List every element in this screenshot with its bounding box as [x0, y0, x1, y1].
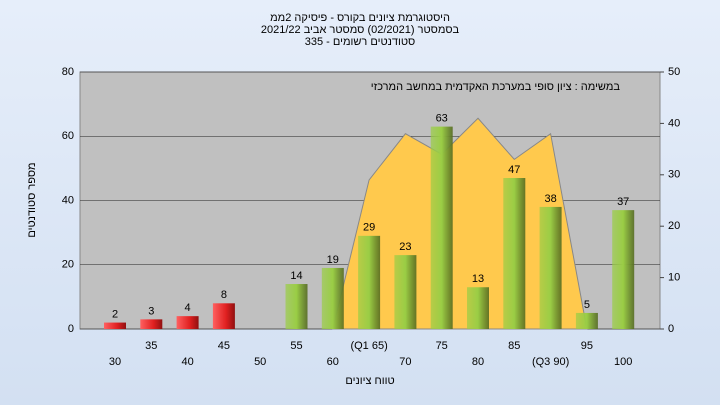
- y2-tick-label: 40: [668, 117, 680, 129]
- data-label: 2: [112, 308, 118, 320]
- y-tick-label: 20: [62, 259, 74, 271]
- x-tick-label: 100: [614, 356, 632, 368]
- y2-tick-label: 10: [668, 272, 680, 284]
- data-label: 37: [617, 196, 629, 208]
- data-label: 47: [508, 164, 520, 176]
- y2-tick-label: 50: [668, 66, 680, 78]
- x-tick-label: 40: [181, 356, 193, 368]
- y2-tick-label: 0: [668, 323, 674, 335]
- x-tick-label: (Q1 65): [350, 340, 387, 352]
- x-tick-label: 60: [327, 356, 339, 368]
- bar: [467, 287, 489, 329]
- y-tick-label: 80: [62, 66, 74, 78]
- bar: [575, 312, 598, 329]
- x-tick-label: 80: [472, 356, 484, 368]
- y2-tick-label: 30: [668, 169, 680, 181]
- bar: [612, 210, 635, 329]
- data-label: 4: [185, 302, 191, 314]
- x-tick-label: 45: [218, 340, 230, 352]
- data-label: 5: [584, 299, 590, 311]
- data-label: 8: [221, 289, 227, 301]
- chart-title: היסטוגרמת ציונים בקורס - פיסיקה 2ממ: [270, 12, 450, 24]
- annotation: במשימה : ציון סופי במערכת האקדמית במחשב …: [371, 81, 621, 93]
- y-tick-label: 0: [68, 323, 74, 335]
- data-label: 29: [363, 222, 375, 234]
- x-tick-label: 95: [581, 340, 593, 352]
- chart-subtitle: בסמסטר (02/2021) סמסטר אביב 2021/22: [261, 24, 460, 36]
- bar: [430, 126, 453, 329]
- bar: [140, 319, 163, 329]
- x-tick-label: (Q3 90): [532, 356, 569, 368]
- data-label: 63: [436, 113, 448, 125]
- bar: [104, 322, 126, 329]
- x-axis-label: טווח ציונים: [345, 375, 394, 387]
- x-tick-label: 35: [145, 340, 157, 352]
- bar: [176, 316, 199, 329]
- x-tick-label: 85: [508, 340, 520, 352]
- bar: [321, 267, 344, 329]
- bar: [394, 255, 417, 329]
- data-label: 3: [148, 305, 154, 317]
- data-label: 19: [327, 254, 339, 266]
- bar: [285, 284, 308, 329]
- bar: [358, 235, 381, 329]
- x-tick-label: 55: [290, 340, 302, 352]
- x-tick-label: 50: [254, 356, 266, 368]
- bar: [503, 178, 526, 329]
- bar: [539, 206, 562, 329]
- data-label: 14: [290, 270, 302, 282]
- y-axis-label: מספר סטודנטים: [26, 162, 38, 237]
- y-tick-label: 60: [62, 130, 74, 142]
- y2-tick-label: 20: [668, 220, 680, 232]
- data-label: 23: [399, 241, 411, 253]
- data-label: 38: [544, 193, 556, 205]
- x-tick-label: 70: [399, 356, 411, 368]
- x-tick-label: 75: [436, 340, 448, 352]
- bar: [212, 303, 235, 329]
- data-label: 13: [472, 273, 484, 285]
- chart-subtitle: סטודנטים רשומים - 335: [305, 36, 416, 48]
- x-tick-label: 30: [109, 356, 121, 368]
- y-tick-label: 40: [62, 194, 74, 206]
